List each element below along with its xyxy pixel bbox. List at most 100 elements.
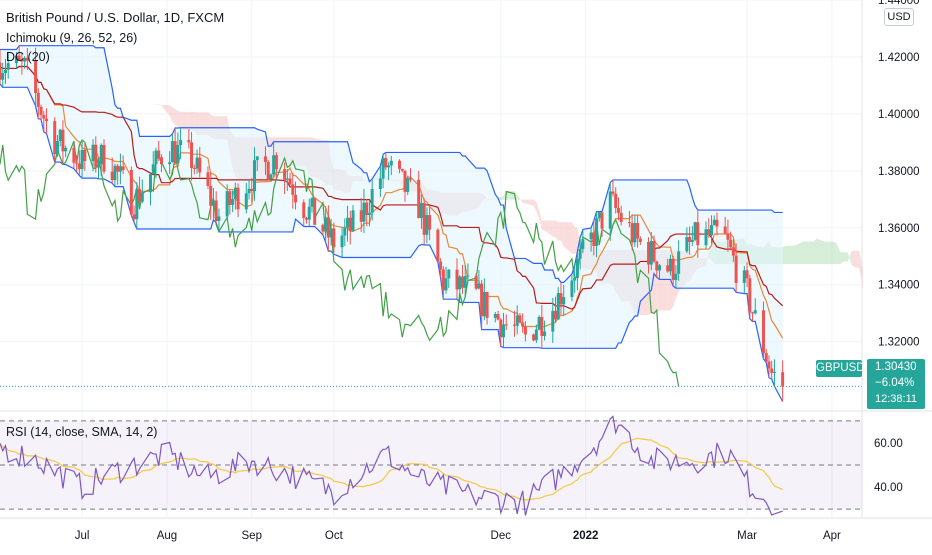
candle-body <box>365 203 368 215</box>
price-tick-label: 1.44000 <box>878 0 920 7</box>
candle-body <box>650 241 653 264</box>
price-tick-label: 1.32000 <box>878 337 920 349</box>
cloud-segment <box>545 220 553 236</box>
candle-body <box>562 297 565 304</box>
candle-body <box>245 193 248 209</box>
cloud-segment <box>159 104 162 106</box>
candle-body <box>705 229 708 245</box>
cloud-segment <box>848 251 852 265</box>
candle-body <box>45 119 48 121</box>
candle-body <box>187 140 190 142</box>
cloud-segment <box>859 251 863 290</box>
price-tick-label: 1.34000 <box>878 280 920 292</box>
candle-body <box>152 164 155 174</box>
cloud-segment <box>542 220 545 230</box>
candle-body <box>631 223 634 242</box>
candle-body <box>97 164 100 167</box>
candle-body <box>1 73 4 80</box>
cloud-segment <box>523 200 526 204</box>
candle-body <box>658 265 661 270</box>
candle-body <box>425 215 428 235</box>
candle-body <box>494 314 497 318</box>
candle-body <box>59 130 62 141</box>
ichimoku-legend[interactable]: Ichimoku (9, 26, 52, 26) <box>6 31 137 45</box>
candle-body <box>401 169 404 171</box>
candle-body <box>302 202 305 218</box>
candle-body <box>762 310 765 353</box>
cloud-segment <box>786 246 790 264</box>
candle-body <box>226 191 229 216</box>
candle-body <box>100 145 103 164</box>
candle-body <box>669 259 672 272</box>
candle-body <box>688 237 691 242</box>
candle-body <box>609 191 612 228</box>
candle-body <box>64 148 67 152</box>
candle-body <box>7 63 10 70</box>
candle-body <box>647 242 650 265</box>
candle-body <box>94 145 97 168</box>
candle-body <box>81 150 84 169</box>
candle-body <box>174 141 177 163</box>
candle-body <box>294 195 297 202</box>
last-price: 1.30430 <box>867 359 925 375</box>
candle-body <box>466 276 469 277</box>
price-tick-label: 1.36000 <box>878 223 920 235</box>
candle-body <box>250 189 253 191</box>
cloud-segment <box>806 242 810 265</box>
cloud-segment <box>539 210 542 230</box>
candle-body <box>133 214 136 219</box>
candle-body <box>781 372 784 386</box>
cloud-segment <box>821 240 825 264</box>
candle-body <box>332 228 335 247</box>
candle-body <box>111 172 114 180</box>
candle-body <box>639 239 642 242</box>
candle-body <box>535 330 538 341</box>
candle-body <box>715 220 718 227</box>
candle-body <box>748 278 751 312</box>
symbol-title[interactable]: British Pound / U.S. Dollar, 1D, FXCM <box>6 10 224 25</box>
candle-body <box>461 277 464 288</box>
cloud-segment <box>115 66 118 68</box>
candle-body <box>141 192 144 201</box>
cloud-segment <box>140 82 143 88</box>
candle-body <box>557 293 560 319</box>
cloud-segment <box>817 238 821 264</box>
candle-body <box>286 179 289 180</box>
candle-body <box>516 315 519 325</box>
candle-body <box>308 207 311 220</box>
time-tick-label: Oct <box>325 530 344 542</box>
candle-body <box>209 186 212 206</box>
candle-body <box>346 218 349 228</box>
candle-body <box>573 278 576 281</box>
candle-body <box>198 158 201 173</box>
candle-body <box>368 213 371 215</box>
time-tick-label: Apr <box>823 530 841 542</box>
rsi-tick-label: 60.00 <box>874 438 903 450</box>
candle-body <box>505 324 508 325</box>
candle-body <box>237 188 240 210</box>
symbol-price-tag: GBPUSD <box>816 360 862 377</box>
candle-body <box>248 189 251 193</box>
candle-body <box>765 353 768 361</box>
donchian-legend[interactable]: DC (20) <box>6 50 50 64</box>
cloud-segment <box>832 242 836 265</box>
candle-body <box>256 156 259 160</box>
candle-body <box>384 158 387 167</box>
candle-body <box>119 166 122 171</box>
candle-body <box>398 161 401 169</box>
cloud-segment <box>558 222 561 240</box>
rsi-legend[interactable]: RSI (14, close, SMA, 14, 2) <box>6 425 157 439</box>
candle-body <box>113 166 116 180</box>
candle-body <box>436 230 439 262</box>
bar-countdown: 12:38:11 <box>867 391 925 407</box>
candle-body <box>409 178 412 180</box>
candle-body <box>540 317 543 336</box>
candle-body <box>130 170 133 214</box>
candle-body <box>324 217 327 231</box>
candle-body <box>228 191 231 205</box>
rsi-tick-label: 40.00 <box>874 482 903 494</box>
candle-body <box>751 312 754 313</box>
currency-button[interactable]: USD <box>884 8 914 26</box>
